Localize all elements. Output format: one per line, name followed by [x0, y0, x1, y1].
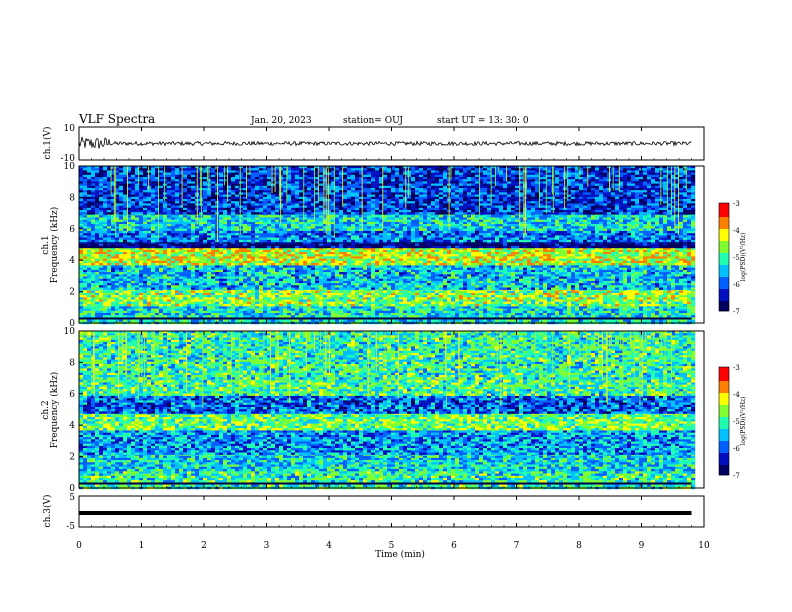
spec2-ytick: 10	[64, 327, 76, 337]
ch1-freq-ylabel: Frequency (kHz)	[49, 207, 60, 284]
spec1-ytick: 8	[69, 193, 75, 203]
spec2-ytick: 8	[69, 358, 75, 368]
ch1-ytick-top: 10	[64, 124, 76, 134]
spec2-ytick: 4	[69, 421, 75, 431]
x-tick-label: 8	[576, 541, 582, 551]
x-tick-label: 6	[451, 541, 457, 551]
ch2-freq-ylabel: Frequency (kHz)	[49, 372, 60, 449]
ch2-spectrogram-image	[79, 331, 704, 489]
ch1-ylabel: ch.1(V)	[42, 127, 53, 160]
x-tick-label: 1	[139, 541, 145, 551]
cbar1-tick: -7	[733, 308, 740, 316]
x-tick-label: 4	[326, 541, 332, 551]
figure-station: station= OUJ	[343, 116, 403, 126]
spec2-ytick: 2	[69, 453, 75, 463]
cbar2-label: log(PSD)(V²/Hz)	[740, 397, 747, 446]
cbar1-tick: -3	[733, 200, 740, 208]
spec2-ytick: 6	[69, 390, 75, 400]
figure-title: VLF Spectra	[78, 112, 155, 126]
spec1-ytick: 2	[69, 288, 75, 298]
figure-date: Jan. 20, 2023	[250, 116, 312, 126]
ch1-spectrogram-image	[79, 166, 704, 324]
vlf-figure: VLF Spectra Jan. 20, 2023 station= OUJ s…	[0, 0, 792, 612]
x-tick-label: 9	[639, 541, 645, 551]
x-tick-label: 2	[201, 541, 207, 551]
ch3-ytick-top: 5	[69, 493, 75, 503]
cbar2-tick: -5	[733, 418, 740, 426]
spec1-ytick: 10	[64, 162, 76, 172]
x-tick-label: 7	[514, 541, 520, 551]
x-tick-label: 10	[698, 541, 710, 551]
ch3-ylabel: ch.3(V)	[42, 495, 53, 528]
x-tick-label: 3	[264, 541, 270, 551]
figure-start-time: start UT = 13: 30: 0	[437, 116, 529, 126]
x-axis-label: Time (min)	[375, 549, 425, 560]
x-tick-label: 0	[76, 541, 82, 551]
ch3-ytick-bottom: -5	[66, 522, 75, 532]
cbar2-tick: -7	[733, 472, 740, 480]
spec1-ytick: 6	[69, 225, 75, 235]
cbar1-label: log(PSD)(V²/Hz)	[740, 233, 747, 282]
cbar2-tick: -3	[733, 364, 740, 372]
spec1-ytick: 4	[69, 256, 75, 266]
cbar1-tick: -5	[733, 254, 740, 262]
